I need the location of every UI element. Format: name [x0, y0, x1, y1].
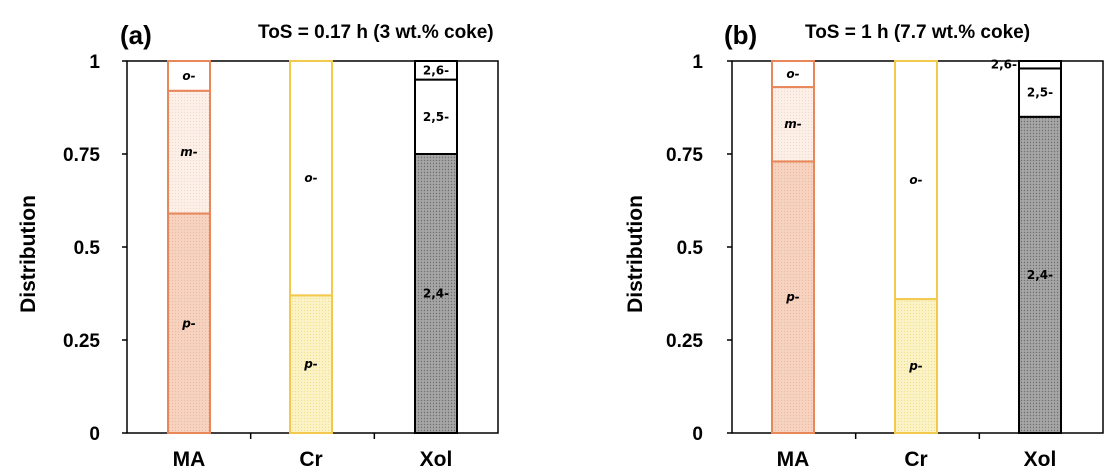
segment-label: m-: [180, 145, 198, 159]
bar-segment-ma-p: [771, 160, 815, 434]
segment-label: o-: [786, 67, 799, 81]
segment-label: 2,5-: [1027, 86, 1053, 100]
segment-label: o-: [304, 171, 317, 185]
bar-segment-xol-25: [414, 78, 458, 155]
bar-segment-xol-25: [1018, 67, 1062, 118]
panel-a: (a) ToS = 0.17 h (3 wt.% coke) 0 0.25 0.5 0.7…: [17, 20, 499, 471]
segment-label: 2,4-: [1027, 268, 1053, 282]
y-tick-label: 0.75: [63, 145, 100, 166]
segment-label: 2,5-: [423, 110, 449, 124]
chart-title: ToS = 0.17 h (3 wt.% coke): [258, 22, 494, 43]
bar-segment-xol-24: [414, 153, 458, 434]
y-tick-label: 0: [692, 424, 703, 445]
x-tick-label: MA: [777, 448, 810, 471]
segment-label: m-: [784, 117, 802, 131]
x-tick-label: MA: [173, 448, 206, 471]
y-tick-label: 1: [89, 52, 100, 73]
segment-label: o-: [182, 69, 195, 83]
panel-label: (b): [724, 20, 757, 50]
bar-segment-ma-o: [771, 60, 815, 89]
bar-segment-xol-24: [1018, 115, 1062, 435]
segment-label: 2,6-: [991, 58, 1017, 72]
y-tick-label: 0: [89, 424, 100, 445]
panel-label: (a): [120, 20, 152, 50]
y-tick-label: 0.5: [677, 238, 704, 259]
bar-segment-xol-26: [1018, 60, 1062, 70]
bar-segment-ma-p: [167, 212, 211, 434]
y-axis-title: Distribution: [624, 195, 647, 313]
bar-segment-cr-o: [289, 60, 333, 297]
segment-label: o-: [909, 173, 922, 187]
y-axis-title: Distribution: [17, 195, 40, 313]
segment-label: 2,6-: [423, 63, 449, 77]
y-tick-label: 0.25: [63, 331, 100, 352]
bar-segment-ma-o: [167, 60, 211, 92]
x-tick-label: Xol: [420, 448, 453, 471]
y-tick-label: 0.75: [666, 145, 703, 166]
segment-label: 2,4-: [423, 287, 449, 301]
segment-label: p-: [908, 359, 923, 373]
x-tick-label: Cr: [904, 448, 927, 471]
bar-segment-cr-p: [894, 298, 938, 434]
x-tick-label: Cr: [299, 448, 322, 471]
segment-label: p-: [303, 357, 318, 371]
x-tick-label: Xol: [1024, 448, 1057, 471]
segment-label: p-: [181, 316, 196, 330]
bar-segment-cr-o: [894, 60, 938, 301]
chart-title: ToS = 1 h (7.7 wt.% coke): [805, 22, 1030, 43]
y-tick-label: 0.25: [666, 331, 703, 352]
y-tick-label: 0.5: [74, 238, 101, 259]
bar-segment-cr-p: [289, 294, 333, 434]
segment-label: p-: [785, 290, 800, 304]
panel-b: (b) ToS = 1 h (7.7 wt.% coke) 0 0.25 0.5 0.75…: [624, 20, 1104, 471]
bar-segment-xol-26: [414, 60, 458, 81]
y-tick-label: 1: [692, 52, 703, 73]
